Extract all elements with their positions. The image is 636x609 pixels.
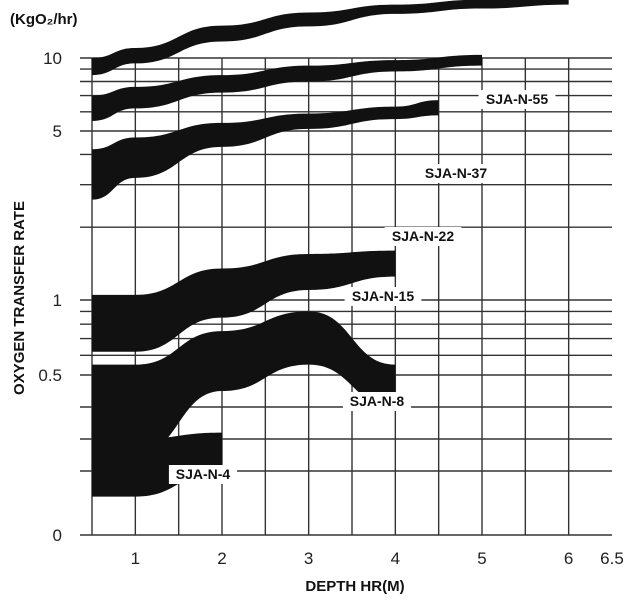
series-band-sja-n-55 <box>92 0 569 76</box>
x-tick-label: 4 <box>391 549 400 568</box>
series-label-bg <box>344 287 422 306</box>
y-tick-label: 5 <box>53 122 62 141</box>
series-bands <box>92 0 569 497</box>
x-axis-label: DEPTH HR(M) <box>305 578 404 595</box>
series-label-sja-n-8: SJA-N-8 <box>350 393 405 409</box>
series-label-sja-n-37: SJA-N-37 <box>425 165 487 181</box>
y-tick-label: 0 <box>53 526 62 545</box>
x-tick-label: 6 <box>564 549 573 568</box>
y-tick-label: 1 <box>53 291 62 310</box>
y-tick-label: 0.5 <box>38 366 62 385</box>
x-tick-label: 1 <box>131 549 140 568</box>
series-label-sja-n-4: SJA-N-4 <box>176 466 231 482</box>
series-band-sja-n-22 <box>92 100 439 200</box>
y-tick-label: 10 <box>43 49 62 68</box>
series-labels: SJA-N-55 SJA-N-37 SJA-N-22 SJA-N-15 SJA-N-8 S… <box>168 90 556 484</box>
series-label-bg <box>417 164 495 183</box>
unit-label: (KgO₂/hr) <box>10 11 78 28</box>
series-label-sja-n-22: SJA-N-22 <box>392 228 454 244</box>
series-band-sja-n-4 <box>92 432 222 497</box>
series-label-bg <box>342 392 412 411</box>
series-label-bg <box>384 227 462 246</box>
series-label-bg <box>168 465 238 484</box>
series-label-bg <box>478 90 556 109</box>
x-tick-label: 2 <box>217 549 226 568</box>
series-band-sja-n-37 <box>92 54 482 121</box>
series-band-sja-n-15 <box>92 250 396 352</box>
series-label-sja-n-15: SJA-N-15 <box>352 288 414 304</box>
x-tick-label: 6.5 <box>600 549 624 568</box>
y-axis-label: OXYGEN TRANSFER RATE <box>11 201 28 395</box>
series-label-sja-n-55: SJA-N-55 <box>486 91 548 107</box>
x-tick-label: 5 <box>477 549 486 568</box>
series-band-sja-n-8 <box>92 311 396 455</box>
tick-labels: 1 2 3 4 5 6 6.5 10 5 1 0.5 0 <box>38 49 623 568</box>
x-tick-label: 3 <box>304 549 313 568</box>
